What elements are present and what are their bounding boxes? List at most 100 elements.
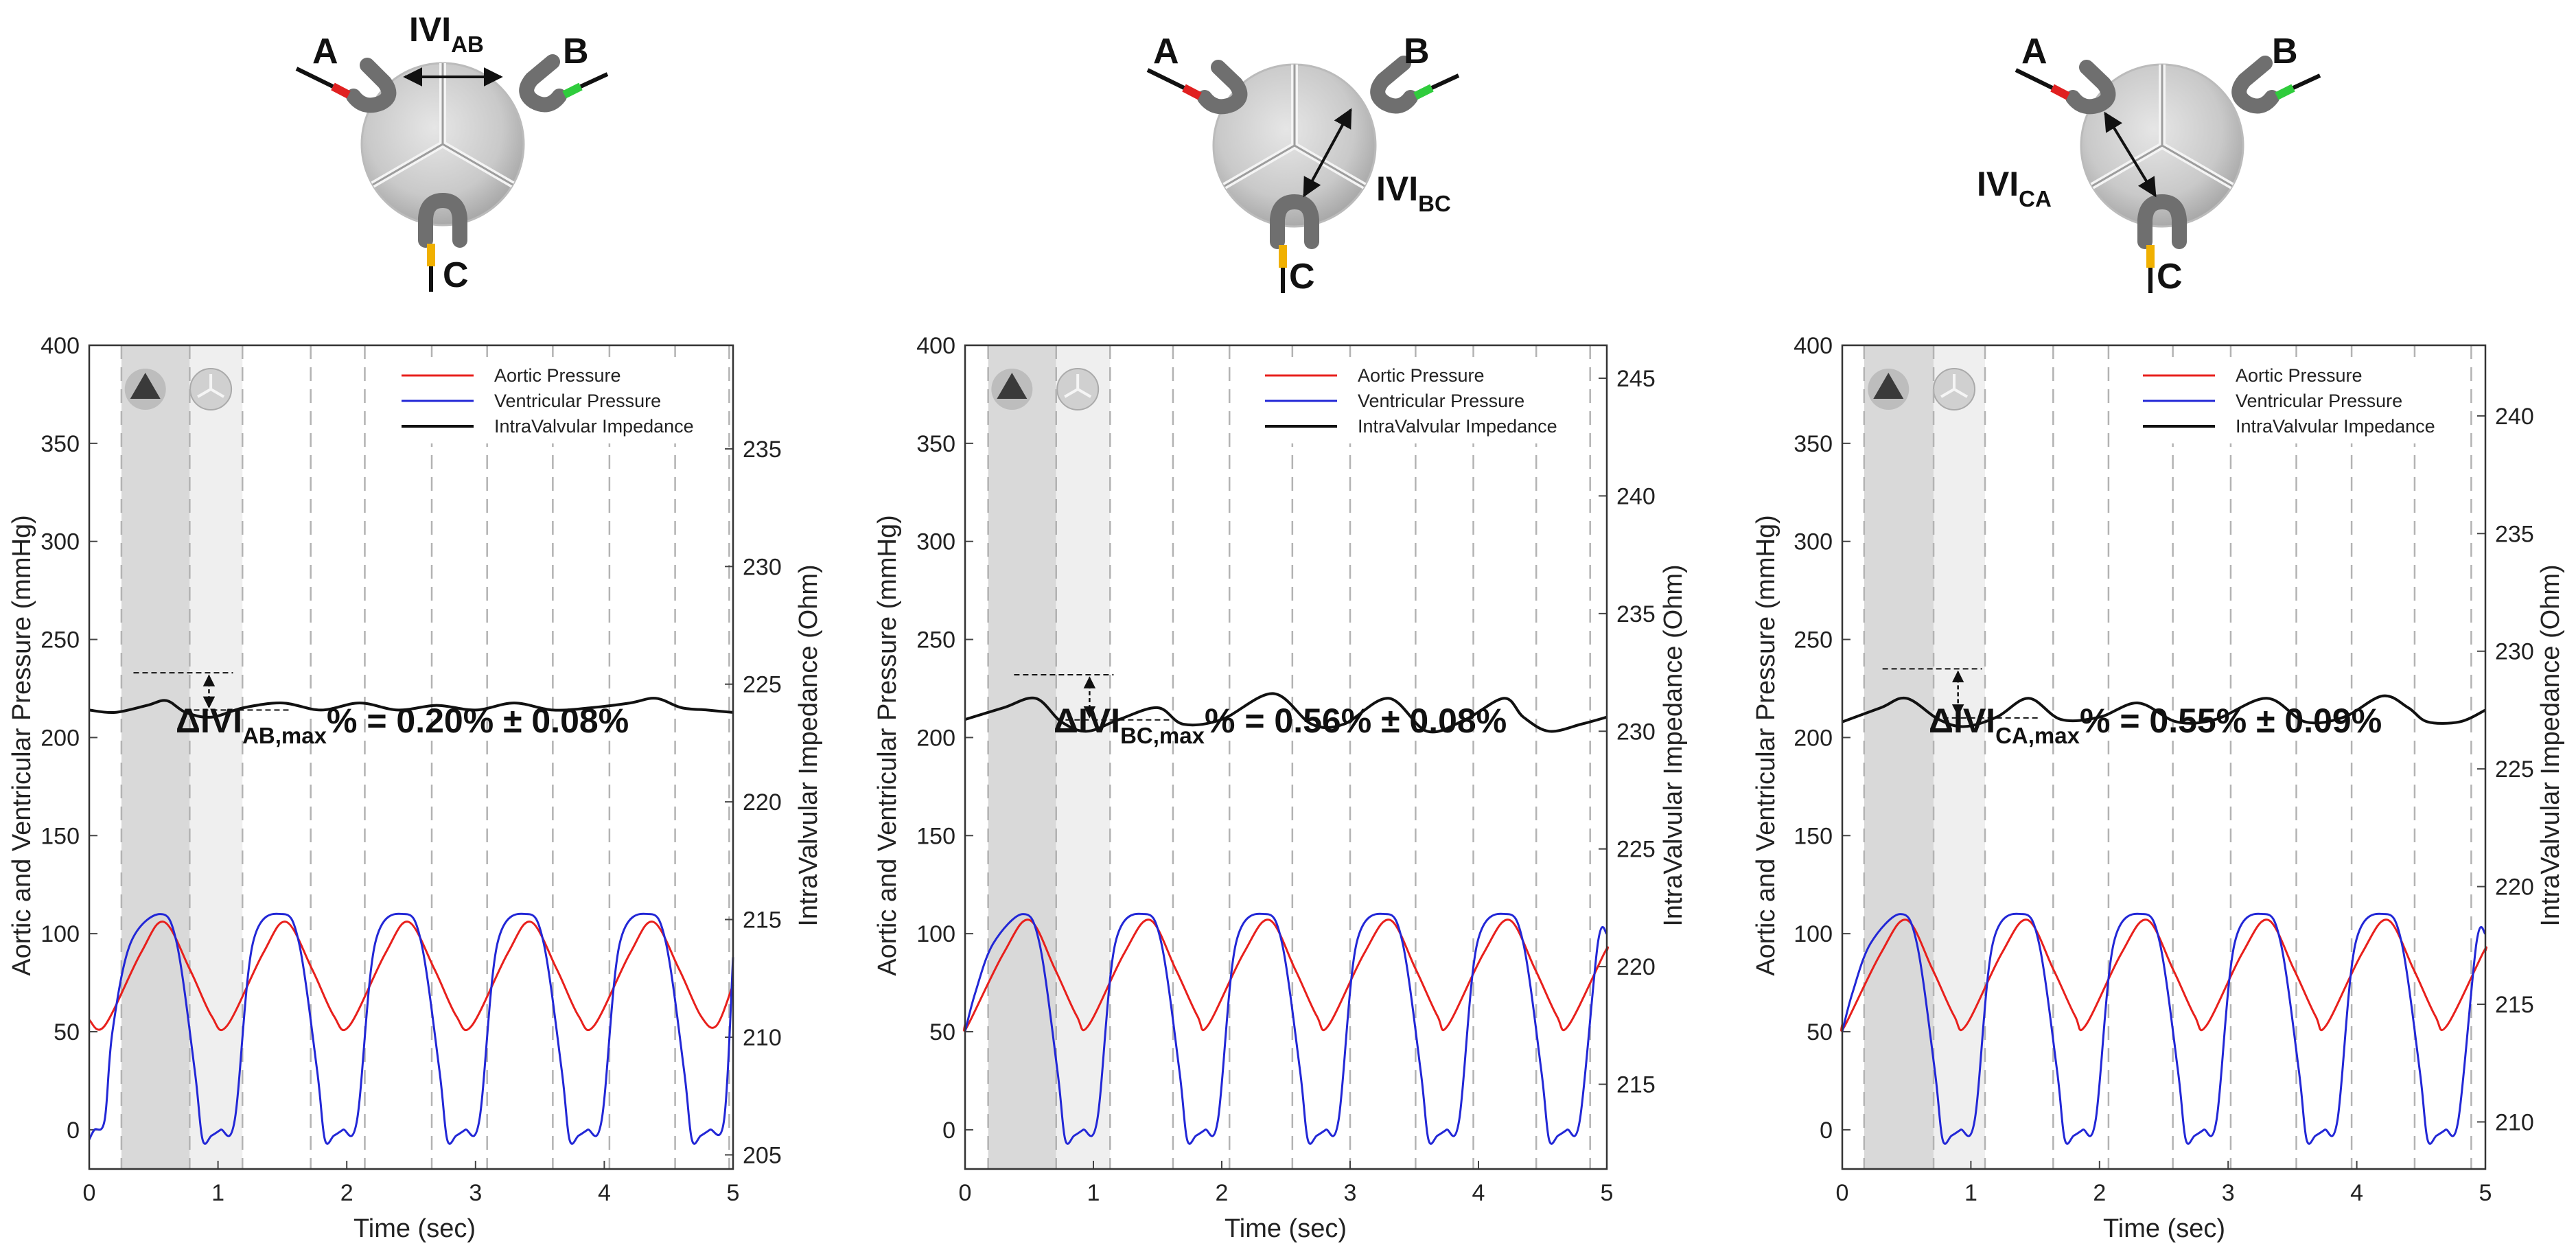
lead-label-c: C xyxy=(443,255,469,295)
lead-a-icon xyxy=(295,58,397,113)
y2-tick-label: 215 xyxy=(743,907,782,934)
y-tick-label: 100 xyxy=(40,921,80,947)
valve-diagram-ca: A B C IVICA xyxy=(1977,32,2321,297)
y2-tick-label: 225 xyxy=(2495,756,2534,783)
y-tick-label: 250 xyxy=(40,627,80,653)
y-tick-label: 400 xyxy=(916,333,955,359)
stat-sub: CA,max xyxy=(1995,723,2080,748)
lead-a-icon xyxy=(2015,60,2116,115)
y2-tick-label: 230 xyxy=(2495,639,2534,665)
x-tick-label: 4 xyxy=(1472,1180,1485,1206)
y-tick-label: 0 xyxy=(942,1118,955,1144)
x-tick-label: 2 xyxy=(2093,1180,2106,1206)
y-tick-label: 50 xyxy=(54,1019,80,1045)
lead-label-b: B xyxy=(1404,32,1430,71)
closed-valve-icon xyxy=(1868,369,1910,410)
x-tick-label: 4 xyxy=(2350,1180,2363,1206)
stat-tail: % = 0.55% ± 0.09% xyxy=(2080,702,2382,740)
delta-annotation xyxy=(1014,674,1172,721)
lead-label-c: C xyxy=(2157,257,2183,297)
systole-shade xyxy=(121,345,190,1169)
legend-ventricular: Ventricular Pressure xyxy=(1358,391,1524,411)
y2-axis-label: IntraValvular Impedance (Ohm) xyxy=(2536,564,2565,926)
delta-ivi-stat: ΔIVIBC,max% = 0.56% ± 0.08% xyxy=(1054,702,1507,748)
y2-tick-label: 225 xyxy=(1616,837,1656,863)
y-tick-label: 150 xyxy=(40,823,80,849)
open-valve-icon xyxy=(189,368,233,410)
ivi-label: IVIBC xyxy=(1376,170,1451,216)
y-tick-label: 50 xyxy=(1807,1019,1833,1045)
legend-ventricular: Ventricular Pressure xyxy=(2236,391,2402,411)
series-aortic-pressure xyxy=(1840,918,2487,1032)
y-tick-label: 150 xyxy=(1794,823,1833,849)
y-tick-label: 200 xyxy=(1794,725,1833,751)
y2-tick-label: 235 xyxy=(1616,601,1656,627)
y-tick-label: 250 xyxy=(916,627,955,653)
series-intravalvular-impedance xyxy=(89,697,734,719)
diastole-shade xyxy=(1934,345,1986,1169)
series-aortic-pressure xyxy=(963,918,1609,1032)
legend: Aortic Pressure Ventricular Pressure Int… xyxy=(1265,357,1589,443)
stat-main: ΔIVI xyxy=(1054,702,1120,740)
lead-c-icon xyxy=(1270,194,1319,293)
open-valve-icon xyxy=(1933,368,1976,410)
lead-label-a: A xyxy=(312,32,338,71)
legend-impedance: IntraValvular Impedance xyxy=(2236,416,2435,437)
y-tick-label: 400 xyxy=(1794,333,1833,359)
lead-label-a: A xyxy=(2021,32,2047,71)
y2-tick-label: 225 xyxy=(743,672,782,698)
x-tick-label: 5 xyxy=(727,1180,740,1206)
y2-tick-label: 215 xyxy=(2495,992,2534,1018)
y-axis-label: Aortic and Ventricular Pressure (mmHg) xyxy=(873,515,902,976)
legend-aortic: Aortic Pressure xyxy=(494,365,621,386)
y-axis-label: Aortic and Ventricular Pressure (mmHg) xyxy=(8,515,36,976)
y2-tick-label: 210 xyxy=(743,1025,782,1051)
lead-a-icon xyxy=(1146,60,1248,115)
plot-frame xyxy=(964,344,1608,1170)
legend: Aortic Pressure Ventricular Pressure Int… xyxy=(402,357,718,443)
y2-tick-label: 235 xyxy=(743,437,782,463)
ivi-label-sub: CA xyxy=(2019,186,2052,211)
series-intravalvular-impedance xyxy=(964,692,1608,734)
ivi-label: IVIAB xyxy=(409,10,484,57)
ivi-label-main: IVI xyxy=(409,10,451,49)
series-ventricular-pressure xyxy=(88,912,734,1145)
y-tick-label: 350 xyxy=(916,431,955,457)
stat-main: ΔIVI xyxy=(1929,702,1995,740)
y-tick-label: 300 xyxy=(916,529,955,555)
diastole-shade xyxy=(189,345,243,1169)
y-tick-label: 150 xyxy=(916,823,955,849)
closed-valve-icon xyxy=(991,369,1033,410)
legend-aortic: Aortic Pressure xyxy=(2236,365,2363,386)
y-axis-label: Aortic and Ventricular Pressure (mmHg) xyxy=(1752,515,1780,976)
x-tick-label: 5 xyxy=(1601,1180,1614,1206)
x-axis-label: Time (sec) xyxy=(1225,1214,1347,1243)
lead-c-icon xyxy=(2137,194,2187,293)
ivi-label-main: IVI xyxy=(1977,165,2019,203)
y-tick-label: 200 xyxy=(916,725,955,751)
stat-tail: % = 0.56% ± 0.08% xyxy=(1205,702,1507,740)
y-tick-label: 100 xyxy=(916,921,955,947)
y-tick-label: 200 xyxy=(40,725,80,751)
ivi-label-main: IVI xyxy=(1376,170,1418,208)
y2-tick-label: 215 xyxy=(1616,1072,1656,1098)
plot-frame xyxy=(88,344,734,1170)
lead-b-icon xyxy=(2231,56,2321,114)
y2-axis-label: IntraValvular Impedance (Ohm) xyxy=(1659,564,1688,926)
lead-b-icon xyxy=(519,54,609,113)
y2-tick-label: 205 xyxy=(743,1142,782,1168)
delta-ivi-stat: ΔIVIAB,max% = 0.20% ± 0.08% xyxy=(176,702,629,748)
y-tick-label: 100 xyxy=(1794,921,1833,947)
y-tick-label: 300 xyxy=(40,529,80,555)
y2-tick-label: 210 xyxy=(2495,1109,2534,1135)
ivi-arrow xyxy=(1303,108,1352,198)
x-axis-label: Time (sec) xyxy=(2103,1214,2225,1243)
y-tick-label: 350 xyxy=(1794,431,1833,457)
y2-tick-label: 220 xyxy=(2495,875,2534,901)
valve-disc-icon xyxy=(360,62,525,227)
y2-tick-label: 245 xyxy=(1616,366,1656,392)
x-axis-label: Time (sec) xyxy=(353,1214,476,1243)
diastole-shade xyxy=(1056,345,1111,1169)
legend-impedance: IntraValvular Impedance xyxy=(494,416,694,437)
